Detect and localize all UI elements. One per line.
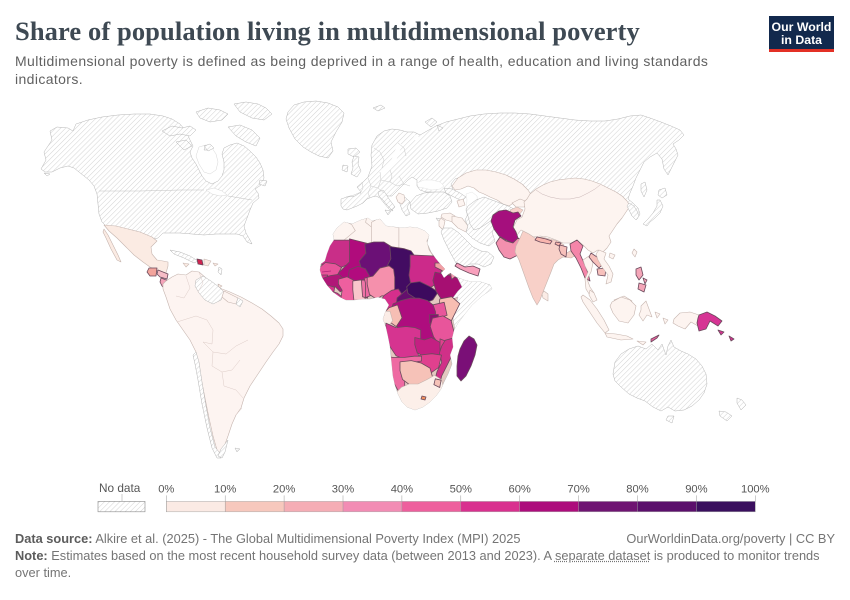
svg-text:90%: 90% xyxy=(685,484,707,496)
svg-text:100%: 100% xyxy=(741,484,770,496)
svg-text:70%: 70% xyxy=(567,484,589,496)
svg-text:No data: No data xyxy=(99,481,141,495)
svg-text:30%: 30% xyxy=(332,484,354,496)
svg-text:20%: 20% xyxy=(273,484,295,496)
svg-text:10%: 10% xyxy=(214,484,236,496)
svg-text:60%: 60% xyxy=(508,484,530,496)
svg-text:50%: 50% xyxy=(450,484,472,496)
svg-text:0%: 0% xyxy=(158,484,174,496)
svg-text:40%: 40% xyxy=(391,484,413,496)
svg-text:80%: 80% xyxy=(626,484,648,496)
